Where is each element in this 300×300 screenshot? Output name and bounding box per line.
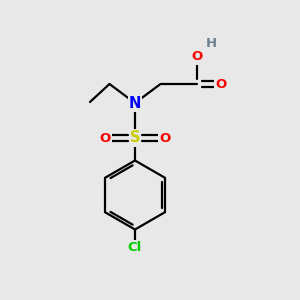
Text: O: O: [191, 50, 202, 64]
Text: O: O: [215, 77, 226, 91]
Text: O: O: [99, 131, 111, 145]
Text: S: S: [130, 130, 140, 146]
Text: H: H: [206, 37, 217, 50]
Text: O: O: [159, 131, 171, 145]
Text: N: N: [129, 96, 141, 111]
Text: Cl: Cl: [128, 241, 142, 254]
